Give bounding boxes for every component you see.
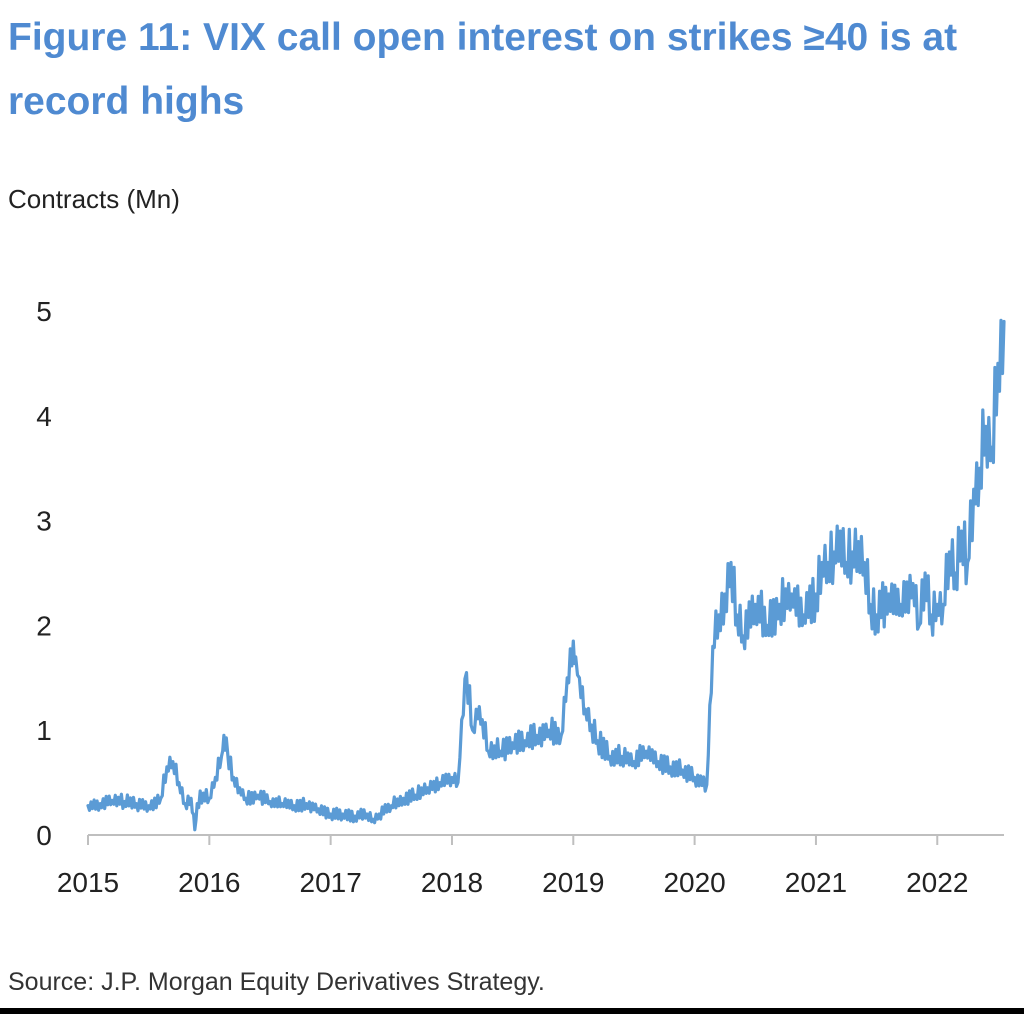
axes: [87, 834, 1004, 845]
y-tick-label: 0: [36, 820, 52, 851]
x-tick-label: 2016: [178, 867, 240, 898]
series-layer: [86, 318, 1006, 832]
chart-title: Figure 11: VIX call open interest on str…: [8, 16, 958, 123]
y-tick-label: 3: [36, 506, 52, 537]
x-tick-label: 2018: [421, 867, 483, 898]
source-note: Source: J.P. Morgan Equity Derivatives S…: [8, 968, 545, 996]
y-tick-label: 2: [36, 610, 52, 641]
y-tick-label: 4: [36, 401, 52, 432]
x-tick-label: 2017: [300, 867, 362, 898]
bottom-rule: [0, 1008, 1024, 1014]
y-tick-label: 1: [36, 715, 52, 746]
x-tick-label: 2019: [542, 867, 604, 898]
x-tick-label: 2015: [57, 867, 119, 898]
y-axis-label: Contracts (Mn): [8, 184, 180, 214]
line-chart: 2015 2016 2017 2018 2019 2020 2021 2022 0 1 2 3 4 5: [36, 296, 1006, 898]
x-tick-label: 2021: [785, 867, 847, 898]
x-tick-label: 2020: [663, 867, 725, 898]
tick-labels: 2015 2016 2017 2018 2019 2020 2021 2022 0 1 2 3 4 5: [36, 296, 968, 898]
y-tick-label: 5: [36, 296, 52, 327]
x-tick-label: 2022: [906, 867, 968, 898]
series-line: [86, 318, 1006, 832]
